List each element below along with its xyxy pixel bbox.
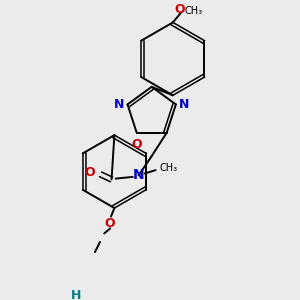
Text: H: H [71, 289, 81, 300]
Text: O: O [84, 166, 94, 179]
Text: CH₃: CH₃ [160, 164, 178, 173]
Text: N: N [114, 98, 124, 111]
Text: N: N [179, 98, 190, 111]
Text: O: O [131, 138, 142, 151]
Text: O: O [105, 217, 116, 230]
Text: CH₃: CH₃ [185, 5, 203, 16]
Text: O: O [175, 3, 185, 16]
Text: N: N [133, 168, 145, 182]
